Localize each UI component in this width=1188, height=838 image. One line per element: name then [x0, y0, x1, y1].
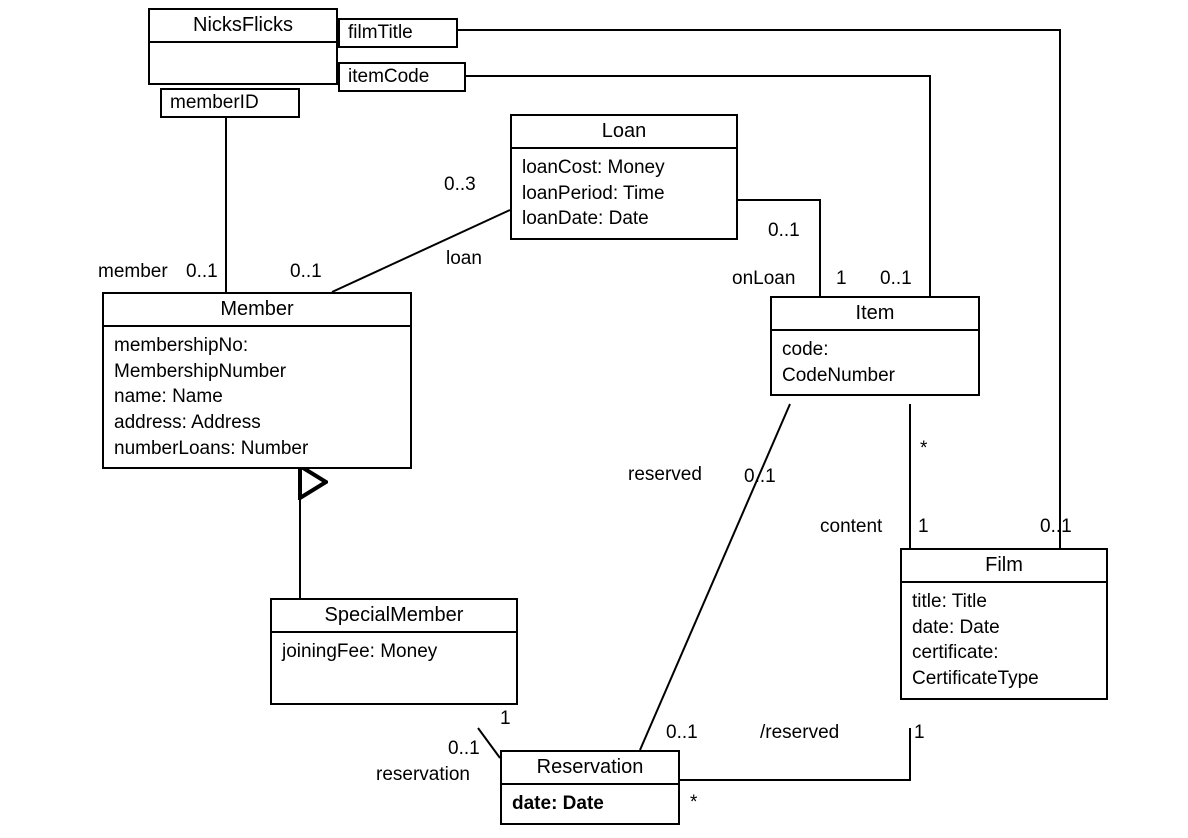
- qualifier-memberID: memberID: [160, 88, 300, 118]
- class-reservation: Reservation date: Date: [500, 750, 680, 825]
- class-title: Film: [902, 550, 1106, 583]
- class-item: Item code: CodeNumber: [770, 296, 980, 396]
- attr: numberLoans: Number: [114, 436, 400, 462]
- class-attrs: date: Date: [502, 785, 678, 823]
- attr: date: Date: [512, 791, 668, 817]
- attr: CodeNumber: [782, 363, 968, 389]
- class-title: NicksFlicks: [150, 10, 336, 43]
- class-nicksflicks: NicksFlicks: [148, 8, 338, 85]
- label-card: 0..1: [290, 261, 322, 283]
- label-card: 0..1: [744, 466, 776, 488]
- label-card: *: [920, 438, 927, 460]
- label-card: 0..1: [448, 738, 480, 760]
- class-film: Film title: Title date: Date certificate…: [900, 548, 1108, 700]
- label-card: 1: [836, 268, 847, 290]
- attr: date: Date: [912, 615, 1096, 641]
- label-card: 0..1: [1040, 516, 1072, 538]
- class-attrs: loanCost: Money loanPeriod: Time loanDat…: [512, 149, 736, 238]
- label-reserved-derived: /reserved: [760, 722, 839, 744]
- label-card: 1: [918, 516, 929, 538]
- edge-specialmember-reservation: [478, 728, 500, 758]
- attr: MembershipNumber: [114, 359, 400, 385]
- qualifier-filmTitle: filmTitle: [338, 18, 458, 48]
- edge-member-loan: [332, 210, 510, 292]
- class-loan: Loan loanCost: Money loanPeriod: Time lo…: [510, 114, 738, 240]
- label-card: 0..1: [768, 220, 800, 242]
- class-attrs: joiningFee: Money: [272, 633, 516, 703]
- attr: certificate:: [912, 640, 1096, 666]
- attr: code:: [782, 337, 968, 363]
- label-card: 0..3: [444, 174, 476, 196]
- class-attrs: code: CodeNumber: [772, 331, 978, 394]
- class-title: Member: [104, 294, 410, 327]
- attr: name: Name: [114, 384, 400, 410]
- label-reservation-role: reservation: [376, 764, 470, 786]
- label-loan-role: loan: [446, 248, 482, 270]
- label-member-role: member: [98, 261, 168, 283]
- label-card: 1: [914, 722, 925, 744]
- edge-item-reservation: [640, 404, 790, 750]
- label-card: 0..1: [880, 268, 912, 290]
- attr: title: Title: [912, 589, 1096, 615]
- label-reserved: reserved: [628, 464, 702, 486]
- class-title: Reservation: [502, 752, 678, 785]
- attr: loanDate: Date: [522, 206, 726, 232]
- label-content: content: [820, 516, 882, 538]
- class-attrs: membershipNo: MembershipNumber name: Nam…: [104, 327, 410, 467]
- attr: membershipNo:: [114, 333, 400, 359]
- attr: address: Address: [114, 410, 400, 436]
- label-onloan: onLoan: [732, 268, 795, 290]
- class-attrs: [150, 43, 336, 83]
- class-specialmember: SpecialMember joiningFee: Money: [270, 598, 518, 705]
- class-member: Member membershipNo: MembershipNumber na…: [102, 292, 412, 469]
- label-card: *: [690, 792, 697, 814]
- attr: CertificateType: [912, 666, 1096, 692]
- qualifier-itemCode: itemCode: [338, 62, 466, 92]
- label-card: 0..1: [186, 261, 218, 283]
- attr: loanCost: Money: [522, 155, 726, 181]
- label-card: 0..1: [666, 722, 698, 744]
- class-title: SpecialMember: [272, 600, 516, 633]
- label-card: 1: [500, 708, 511, 730]
- class-title: Loan: [512, 116, 736, 149]
- attr: loanPeriod: Time: [522, 181, 726, 207]
- class-title: Item: [772, 298, 978, 331]
- class-attrs: title: Title date: Date certificate: Cer…: [902, 583, 1106, 698]
- attr: joiningFee: Money: [282, 639, 506, 665]
